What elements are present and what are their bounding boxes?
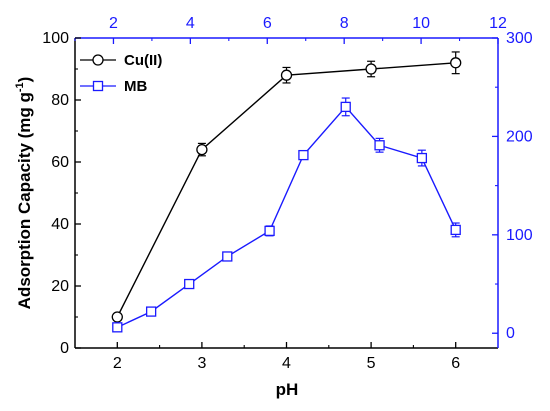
x-top-tick-label: 6 [263,15,272,32]
y-axis-title: Adsorption Capacity (mg g-1) [14,77,34,310]
x-axis-title: pH [276,380,299,399]
data-point-cu-ii [111,311,123,323]
series-mb [112,97,461,333]
data-point-mb [340,101,351,113]
x-bottom-tick-label: 3 [197,355,206,372]
x-bottom-tick-label: 4 [282,355,291,372]
legend-marker-cu [92,54,104,66]
y-right-tick-label: 100 [506,227,533,244]
x-bottom-tick-label: 2 [113,355,122,372]
y-left-tick-label: 40 [51,216,69,233]
y-axis-right: 0 100 200 300 [492,30,533,342]
y-axis-title-superscript: -1 [14,82,26,92]
y-axis-title-close: ) [15,77,34,83]
y-left-tick-label: 100 [42,30,69,47]
y-axis-left: 0 20 40 60 80 100 [42,30,81,357]
x-top-tick-label: 8 [340,15,349,32]
y-left-tick-label: 80 [51,92,69,109]
x-top-tick-label: 12 [489,15,507,32]
y-left-tick-label: 0 [60,340,69,357]
series-layer [111,51,462,333]
y-right-tick-label: 300 [506,30,533,47]
y-left-tick-label: 20 [51,278,69,295]
x-axis-top: 2 4 6 8 10 12 [74,15,507,44]
x-bottom-tick-label: 6 [451,355,460,372]
y-right-tick-label: 200 [506,128,533,145]
legend: Cu(II) MB [80,52,162,95]
data-point-mb [450,224,461,236]
y-axis-title-main: Adsorption Capacity (mg g [15,92,34,309]
x-axis-bottom: 2 3 4 5 6 [113,342,460,372]
series-line-mb [117,105,457,328]
data-point-mb [298,149,309,161]
x-bottom-tick-label: 5 [367,355,376,372]
data-point-mb [416,152,428,164]
data-point-mb [145,306,157,317]
x-top-tick-label: 4 [186,15,195,32]
data-point-mb [374,140,385,151]
data-point-cu-ii [365,63,377,75]
data-point-mb [264,225,275,237]
data-point-cu-ii [280,69,293,81]
x-top-tick-label: 10 [412,15,430,32]
series-cu-ii [111,51,462,323]
data-point-mb [184,278,195,290]
series-line-cu-ii [116,62,456,318]
data-point-mb [112,322,123,333]
legend-marker-mb [92,80,104,92]
x-top-tick-label: 2 [109,15,118,32]
data-point-cu-ii [450,57,462,69]
y-left-tick-label: 60 [51,154,69,171]
legend-label-mb: MB [124,78,147,95]
legend-label-cu: Cu(II) [124,52,162,69]
y-right-tick-label: 0 [506,325,515,342]
data-point-mb [222,251,233,262]
data-point-cu-ii [196,143,208,156]
